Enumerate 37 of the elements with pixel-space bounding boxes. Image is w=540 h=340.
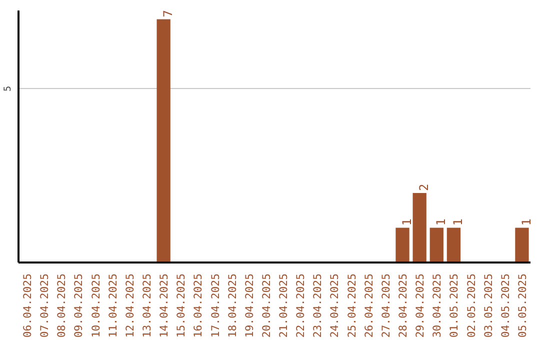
x-tick-label: 28.04.2025 bbox=[396, 274, 410, 338]
x-tick-label: 01.05.2025 bbox=[448, 274, 461, 338]
x-tick-label: 18.04.2025 bbox=[226, 274, 239, 338]
x-tick-label: 19.04.2025 bbox=[242, 274, 256, 338]
x-tick-label: 23.04.2025 bbox=[311, 274, 324, 338]
data-label: 1 bbox=[400, 218, 414, 226]
x-tick-label: 27.04.2025 bbox=[379, 274, 392, 338]
data-label: 2 bbox=[417, 184, 432, 191]
x-tick-label: 17.04.2025 bbox=[208, 274, 222, 338]
x-tick-label: 08.04.2025 bbox=[55, 274, 68, 338]
x-tick-label: 29.04.2025 bbox=[414, 274, 427, 338]
x-tick-label: 11.04.2025 bbox=[106, 274, 120, 338]
x-tick-label: 03.05.2025 bbox=[482, 274, 495, 338]
x-tick-label: 05.05.2025 bbox=[516, 274, 529, 338]
x-tick-label: 12.04.2025 bbox=[123, 274, 136, 338]
x-tick-label: 10.04.2025 bbox=[89, 274, 102, 338]
y-tick-label: 5 bbox=[2, 86, 14, 92]
x-tick-label: 02.05.2025 bbox=[464, 274, 478, 338]
x-tick-label: 15.04.2025 bbox=[174, 274, 188, 338]
data-label: 1 bbox=[451, 218, 466, 226]
x-tick-label: 16.04.2025 bbox=[192, 274, 205, 338]
x-tick-label: 22.04.2025 bbox=[294, 274, 308, 338]
x-tick-label: 25.04.2025 bbox=[345, 274, 358, 338]
x-tick-label: 20.04.2025 bbox=[260, 274, 273, 338]
x-tick-label: 26.04.2025 bbox=[362, 274, 376, 338]
x-tick-label: 30.04.2025 bbox=[430, 274, 444, 338]
x-tick-label: 04.05.2025 bbox=[498, 274, 512, 338]
x-tick-label: 07.04.2025 bbox=[38, 274, 52, 338]
data-label: 7 bbox=[161, 10, 176, 18]
x-tick-label: 09.04.2025 bbox=[72, 274, 86, 338]
x-tick-label: 24.04.2025 bbox=[328, 274, 342, 338]
data-label: 1 bbox=[519, 218, 534, 226]
x-tick-label: 06.04.2025 bbox=[21, 274, 34, 338]
x-tick-label: 21.04.2025 bbox=[277, 274, 290, 338]
x-tick-label: 14.04.2025 bbox=[158, 274, 171, 338]
data-label: 1 bbox=[434, 218, 448, 226]
x-tick-label: 13.04.2025 bbox=[140, 274, 154, 338]
